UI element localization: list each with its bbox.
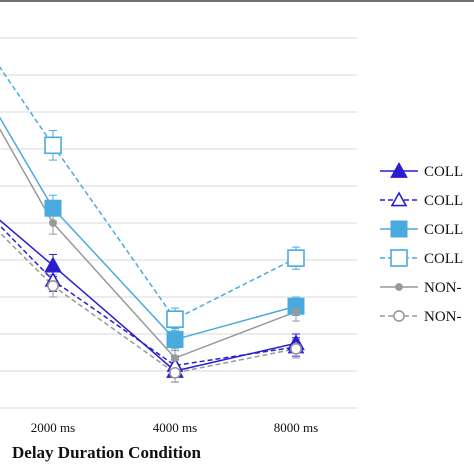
x-tick-label: 2000 ms [31,420,75,435]
x-tick-labels: 2000 ms 4000 ms 8000 ms [31,420,318,435]
legend-label: COLL [424,251,463,267]
series-line [0,219,297,372]
series-lines [0,66,297,374]
series-line [0,116,297,341]
data-point-marker [49,219,57,227]
x-tick-label: 4000 ms [153,420,197,435]
data-point-marker [166,331,184,349]
data-point-marker [390,249,408,267]
legend-label: COLL [424,193,463,209]
data-point-marker [287,249,305,267]
data-point-marker [171,354,179,362]
legend-label: COLL [424,164,463,180]
legend: COLL COLL COLL COLL NON- NON- [380,161,463,325]
data-point-marker [169,366,181,379]
gridlines [0,37,357,409]
data-point-marker [395,283,403,291]
data-point-marker [166,310,184,329]
x-tick-label: 8000 ms [274,420,318,435]
legend-label: NON- [424,280,462,296]
data-point-marker [290,342,302,355]
series-line [0,66,297,321]
series-markers [44,136,305,379]
legend-label: COLL [424,222,463,238]
series-line [0,224,297,367]
legend-label: NON- [424,309,462,325]
data-point-marker [44,199,62,217]
data-point-marker [393,310,405,322]
series-line [0,231,297,374]
data-point-marker [390,191,408,207]
data-point-marker [292,307,300,316]
series-line [0,128,297,359]
data-point-marker [44,136,62,155]
data-point-marker [390,220,408,238]
data-point-marker [390,161,408,178]
x-axis-title: Delay Duration Condition [12,443,201,462]
data-point-marker [47,279,59,292]
